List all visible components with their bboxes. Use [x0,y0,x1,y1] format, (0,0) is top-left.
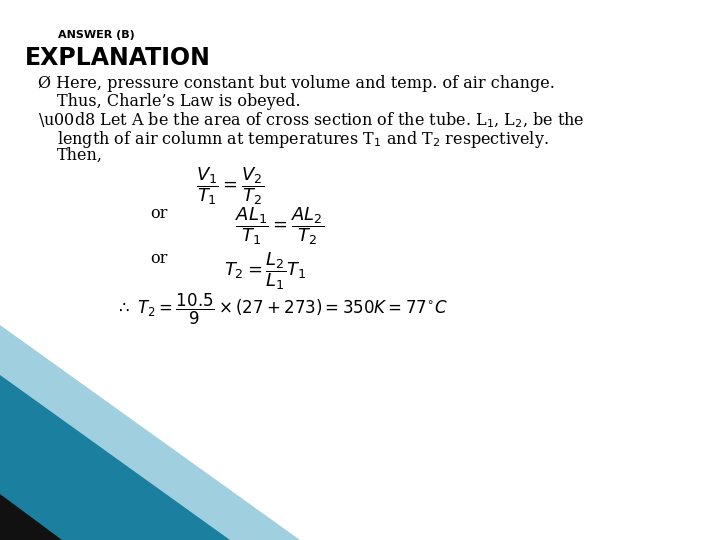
Text: \u00d8 Let A be the area of cross section of the tube. L$_1$, L$_2$, be the: \u00d8 Let A be the area of cross sectio… [38,111,585,130]
Text: or: or [150,250,167,267]
Text: ANSWER (B): ANSWER (B) [58,30,135,40]
Text: $\dfrac{AL_1}{T_1} = \dfrac{AL_2}{T_2}$: $\dfrac{AL_1}{T_1} = \dfrac{AL_2}{T_2}$ [235,205,325,247]
Text: Ø Here, pressure constant but volume and temp. of air change.: Ø Here, pressure constant but volume and… [38,75,555,92]
Polygon shape [0,494,62,540]
Text: length of air column at temperatures T$_1$ and T$_2$ respectively.: length of air column at temperatures T$_… [57,129,549,150]
Text: EXPLANATION: EXPLANATION [25,46,211,70]
Text: $T_2 = \dfrac{L_2}{L_1} T_1$: $T_2 = \dfrac{L_2}{L_1} T_1$ [224,250,306,292]
Text: Thus, Charle’s Law is obeyed.: Thus, Charle’s Law is obeyed. [57,93,301,110]
Text: or: or [150,205,167,222]
Text: $\dfrac{V_1}{T_1} = \dfrac{V_2}{T_2}$: $\dfrac{V_1}{T_1} = \dfrac{V_2}{T_2}$ [196,165,264,207]
Polygon shape [0,325,300,540]
Text: $\therefore \ T_2 = \dfrac{10.5}{9} \times (27 + 273) = 350K = 77^{\circ}C$: $\therefore \ T_2 = \dfrac{10.5}{9} \tim… [115,292,448,327]
Polygon shape [0,375,230,540]
Text: Then,: Then, [57,147,103,164]
